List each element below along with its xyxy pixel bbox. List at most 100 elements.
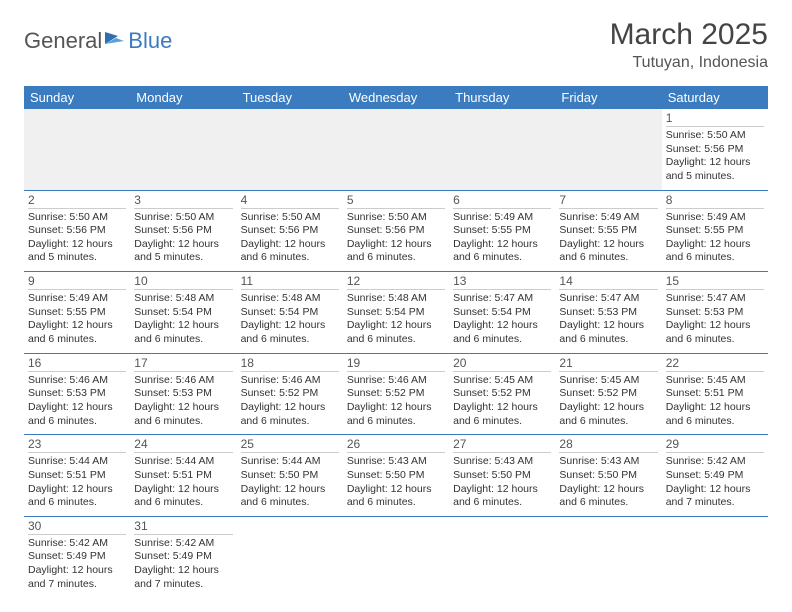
calendar-cell: 11Sunrise: 5:48 AMSunset: 5:54 PMDayligh… bbox=[237, 272, 343, 354]
cell-line: Sunrise: 5:50 AM bbox=[241, 211, 339, 225]
day-number: 9 bbox=[28, 274, 126, 290]
calendar-cell bbox=[130, 109, 236, 190]
cell-line: Sunset: 5:56 PM bbox=[347, 224, 445, 238]
cell-line: Sunrise: 5:50 AM bbox=[666, 129, 764, 143]
calendar-cell bbox=[555, 516, 661, 597]
weekday-header: Wednesday bbox=[343, 86, 449, 109]
calendar-cell: 14Sunrise: 5:47 AMSunset: 5:53 PMDayligh… bbox=[555, 272, 661, 354]
cell-line: Sunrise: 5:45 AM bbox=[559, 374, 657, 388]
cell-line: and 6 minutes. bbox=[666, 251, 764, 265]
cell-line: Sunrise: 5:48 AM bbox=[134, 292, 232, 306]
cell-line: Sunrise: 5:50 AM bbox=[28, 211, 126, 225]
cell-line: and 6 minutes. bbox=[241, 496, 339, 510]
calendar-cell bbox=[555, 109, 661, 190]
cell-line: Sunset: 5:50 PM bbox=[347, 469, 445, 483]
day-number: 1 bbox=[666, 111, 764, 127]
header: General Blue March 2025 Tutuyan, Indones… bbox=[24, 18, 768, 72]
cell-line: and 6 minutes. bbox=[241, 251, 339, 265]
cell-line: Daylight: 12 hours bbox=[666, 483, 764, 497]
cell-line: Sunset: 5:53 PM bbox=[666, 306, 764, 320]
cell-line: and 6 minutes. bbox=[453, 251, 551, 265]
calendar-row: 23Sunrise: 5:44 AMSunset: 5:51 PMDayligh… bbox=[24, 435, 768, 517]
cell-line: Daylight: 12 hours bbox=[241, 238, 339, 252]
cell-line: Sunset: 5:55 PM bbox=[28, 306, 126, 320]
calendar-cell: 10Sunrise: 5:48 AMSunset: 5:54 PMDayligh… bbox=[130, 272, 236, 354]
cell-line: Daylight: 12 hours bbox=[347, 319, 445, 333]
day-number: 15 bbox=[666, 274, 764, 290]
cell-line: Sunset: 5:49 PM bbox=[666, 469, 764, 483]
calendar-cell: 7Sunrise: 5:49 AMSunset: 5:55 PMDaylight… bbox=[555, 190, 661, 272]
flag-icon bbox=[104, 28, 126, 54]
cell-line: Sunset: 5:56 PM bbox=[28, 224, 126, 238]
cell-line: and 7 minutes. bbox=[134, 578, 232, 592]
calendar-cell: 21Sunrise: 5:45 AMSunset: 5:52 PMDayligh… bbox=[555, 353, 661, 435]
day-number: 26 bbox=[347, 437, 445, 453]
day-number: 12 bbox=[347, 274, 445, 290]
cell-line: Sunrise: 5:47 AM bbox=[453, 292, 551, 306]
cell-line: Sunset: 5:55 PM bbox=[666, 224, 764, 238]
day-number: 4 bbox=[241, 193, 339, 209]
calendar-cell bbox=[237, 109, 343, 190]
cell-line: Sunset: 5:55 PM bbox=[453, 224, 551, 238]
logo-text-1: General bbox=[24, 28, 102, 54]
cell-line: and 6 minutes. bbox=[453, 333, 551, 347]
cell-line: Sunset: 5:53 PM bbox=[28, 387, 126, 401]
cell-line: Daylight: 12 hours bbox=[453, 319, 551, 333]
calendar-row: 2Sunrise: 5:50 AMSunset: 5:56 PMDaylight… bbox=[24, 190, 768, 272]
cell-line: Sunrise: 5:46 AM bbox=[241, 374, 339, 388]
day-number: 13 bbox=[453, 274, 551, 290]
cell-line: Daylight: 12 hours bbox=[559, 319, 657, 333]
day-number: 14 bbox=[559, 274, 657, 290]
calendar-row: 1Sunrise: 5:50 AMSunset: 5:56 PMDaylight… bbox=[24, 109, 768, 190]
cell-line: Sunrise: 5:47 AM bbox=[666, 292, 764, 306]
cell-line: Sunset: 5:51 PM bbox=[28, 469, 126, 483]
cell-line: Daylight: 12 hours bbox=[559, 238, 657, 252]
cell-line: Sunrise: 5:45 AM bbox=[453, 374, 551, 388]
cell-line: Sunrise: 5:49 AM bbox=[666, 211, 764, 225]
cell-line: Daylight: 12 hours bbox=[28, 564, 126, 578]
cell-line: and 6 minutes. bbox=[453, 496, 551, 510]
cell-line: Sunset: 5:55 PM bbox=[559, 224, 657, 238]
cell-line: Sunset: 5:52 PM bbox=[453, 387, 551, 401]
cell-line: Sunset: 5:49 PM bbox=[134, 550, 232, 564]
logo: General Blue bbox=[24, 28, 172, 54]
calendar-cell: 17Sunrise: 5:46 AMSunset: 5:53 PMDayligh… bbox=[130, 353, 236, 435]
day-number: 25 bbox=[241, 437, 339, 453]
weekday-header: Friday bbox=[555, 86, 661, 109]
calendar-cell bbox=[449, 516, 555, 597]
cell-line: Daylight: 12 hours bbox=[453, 238, 551, 252]
cell-line: and 5 minutes. bbox=[666, 170, 764, 184]
cell-line: and 6 minutes. bbox=[28, 333, 126, 347]
weekday-header: Saturday bbox=[662, 86, 768, 109]
calendar-cell: 24Sunrise: 5:44 AMSunset: 5:51 PMDayligh… bbox=[130, 435, 236, 517]
logo-text-2: Blue bbox=[128, 28, 172, 54]
day-number: 7 bbox=[559, 193, 657, 209]
weekday-row: SundayMondayTuesdayWednesdayThursdayFrid… bbox=[24, 86, 768, 109]
day-number: 27 bbox=[453, 437, 551, 453]
cell-line: Sunrise: 5:48 AM bbox=[241, 292, 339, 306]
calendar-cell: 26Sunrise: 5:43 AMSunset: 5:50 PMDayligh… bbox=[343, 435, 449, 517]
cell-line: Sunrise: 5:49 AM bbox=[28, 292, 126, 306]
calendar-cell: 31Sunrise: 5:42 AMSunset: 5:49 PMDayligh… bbox=[130, 516, 236, 597]
cell-line: Daylight: 12 hours bbox=[28, 319, 126, 333]
calendar-row: 9Sunrise: 5:49 AMSunset: 5:55 PMDaylight… bbox=[24, 272, 768, 354]
calendar-cell: 29Sunrise: 5:42 AMSunset: 5:49 PMDayligh… bbox=[662, 435, 768, 517]
cell-line: Sunrise: 5:44 AM bbox=[241, 455, 339, 469]
cell-line: Sunset: 5:54 PM bbox=[347, 306, 445, 320]
weekday-header: Tuesday bbox=[237, 86, 343, 109]
calendar-cell bbox=[343, 109, 449, 190]
calendar-cell: 27Sunrise: 5:43 AMSunset: 5:50 PMDayligh… bbox=[449, 435, 555, 517]
cell-line: Sunrise: 5:42 AM bbox=[666, 455, 764, 469]
cell-line: and 6 minutes. bbox=[347, 251, 445, 265]
calendar-cell: 16Sunrise: 5:46 AMSunset: 5:53 PMDayligh… bbox=[24, 353, 130, 435]
calendar-cell: 23Sunrise: 5:44 AMSunset: 5:51 PMDayligh… bbox=[24, 435, 130, 517]
day-number: 21 bbox=[559, 356, 657, 372]
cell-line: and 6 minutes. bbox=[453, 415, 551, 429]
calendar-cell: 2Sunrise: 5:50 AMSunset: 5:56 PMDaylight… bbox=[24, 190, 130, 272]
cell-line: and 6 minutes. bbox=[666, 415, 764, 429]
calendar-cell bbox=[449, 109, 555, 190]
cell-line: Daylight: 12 hours bbox=[453, 401, 551, 415]
day-number: 19 bbox=[347, 356, 445, 372]
cell-line: and 6 minutes. bbox=[347, 415, 445, 429]
cell-line: and 6 minutes. bbox=[134, 333, 232, 347]
